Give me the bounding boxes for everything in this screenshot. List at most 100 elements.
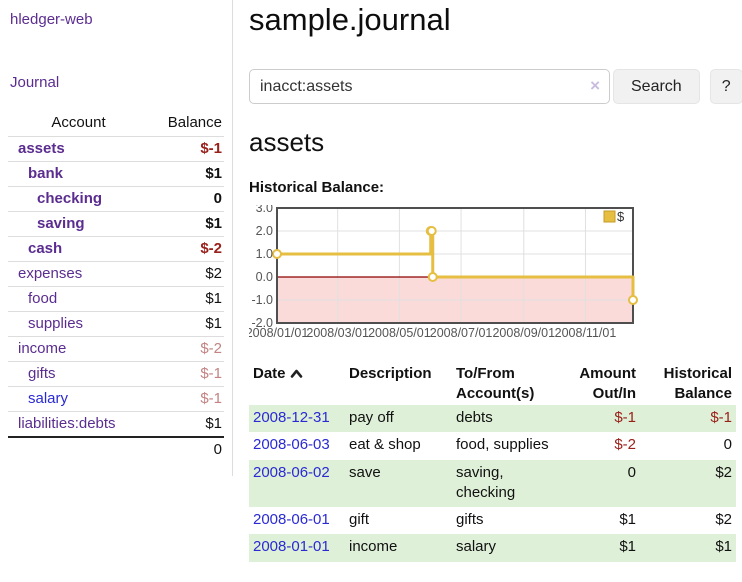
register-header-amount-out-in: Amount Out/In <box>579 365 636 402</box>
transaction-amount: $1 <box>619 511 636 528</box>
sidebar-account-link-cash[interactable]: cash <box>28 240 63 257</box>
account-row: liabilities:debts $1 <box>8 411 224 437</box>
transaction-balance: $-1 <box>710 409 732 426</box>
sidebar-account-link-saving[interactable]: saving <box>37 215 85 232</box>
legend-label: $ <box>617 209 625 224</box>
y-axis-tick-label: 0.0 <box>256 270 273 284</box>
sidebar-account-link-expenses[interactable]: expenses <box>18 265 83 282</box>
accounts-table: Account Balance assets $-1 bank $1 checking 0… <box>8 110 224 462</box>
x-axis-tick-label: 2008/01/01 <box>249 326 308 340</box>
transaction-date-link[interactable]: 2008-01-01 <box>253 538 330 556</box>
transaction-date-link[interactable]: 2008-12-31 <box>253 409 330 426</box>
account-balance: $2 <box>149 261 224 287</box>
register-row: 2008-06-02 save saving, checking 0 $2 <box>249 459 736 507</box>
transaction-balance: $1 <box>715 538 732 556</box>
account-balance: $1 <box>149 286 224 312</box>
accounts-header-balance: Balance <box>167 114 222 131</box>
transaction-balance: $2 <box>715 511 732 528</box>
sidebar-account-link-food[interactable]: food <box>28 290 58 307</box>
y-axis-tick-label: -2.0 <box>251 316 273 330</box>
account-row: gifts $-1 <box>8 361 224 387</box>
account-row: supplies $1 <box>8 311 224 337</box>
accounts-header-account: Account <box>51 114 106 131</box>
account-balance: $-2 <box>149 336 224 362</box>
search-input[interactable] <box>249 69 610 104</box>
clear-search-icon[interactable]: × <box>590 76 600 95</box>
x-axis-tick-label: 2008/07/01 <box>430 326 493 340</box>
x-axis-tick-label: 2008/05/01 <box>368 326 431 340</box>
historical-balance-chart: $3.0 2.0 1.0 0.0 -1.0 -2.02008/01/012008/03/0… <box>249 205 638 340</box>
sidebar-account-link-supplies[interactable]: supplies <box>28 315 84 332</box>
transaction-date-link[interactable]: 2008-06-03 <box>253 436 330 454</box>
register-row: 2008-12-31 pay off debts $-1 $-1 <box>249 405 736 433</box>
account-row: income $-2 <box>8 336 224 362</box>
search-button[interactable]: Search <box>613 69 700 104</box>
register-header-description: Description <box>349 365 432 382</box>
transaction-description: pay off <box>349 409 394 426</box>
register-header-date[interactable]: Date <box>249 362 345 405</box>
transaction-accounts: saving, checking <box>456 463 516 501</box>
register-table: Date Description To/From Account(s) Amount … <box>249 362 736 562</box>
help-button[interactable]: ? <box>709 69 742 104</box>
y-axis-tick-label: 3.0 <box>256 205 273 215</box>
transaction-accounts: gifts <box>456 511 484 528</box>
register-row: 2008-06-01 gift gifts $1 $2 <box>249 507 736 534</box>
register-header-row: Date Description To/From Account(s) Amount … <box>249 362 736 405</box>
y-axis-tick-label: -1.0 <box>251 293 273 307</box>
sidebar-account-link-gifts[interactable]: gifts <box>28 365 56 382</box>
account-row: salary $-1 <box>8 386 224 412</box>
account-heading: assets <box>249 127 325 157</box>
accounts-tbody: assets $-1 bank $1 checking 0 saving $1 cash $-2 e… <box>8 136 224 462</box>
transaction-amount: $1 <box>619 538 636 556</box>
sidebar-item-journal[interactable]: Journal <box>10 74 60 91</box>
chart-data-point <box>628 295 638 305</box>
account-balance: $1 <box>149 161 224 187</box>
sidebar-account-link-checking[interactable]: checking <box>37 190 103 207</box>
chart-border <box>276 207 634 324</box>
chart-data-point <box>427 272 438 282</box>
account-row: saving $1 <box>8 211 224 237</box>
app-root: hledger-web Journal Account Balance asse… <box>0 0 742 562</box>
transaction-balance: $2 <box>715 463 732 481</box>
account-row: assets $-1 <box>8 136 224 162</box>
y-axis-tick-label: 1.0 <box>256 247 273 261</box>
sidebar-account-link-liabilities-debts[interactable]: liabilities:debts <box>18 415 116 432</box>
sidebar-account-link-salary[interactable]: salary <box>28 390 69 407</box>
y-axis-tick-label: 2.0 <box>256 224 273 238</box>
transaction-date-link[interactable]: 2008-06-01 <box>253 511 330 528</box>
account-balance: 0 <box>149 186 224 212</box>
x-axis-tick-label: 2008/03/01 <box>306 326 369 340</box>
chart-data-point <box>426 226 437 236</box>
transaction-description: gift <box>349 511 370 528</box>
account-balance: $-1 <box>149 136 224 162</box>
register-row: 2008-01-01 income salary $1 $1 <box>249 534 736 562</box>
chart-title: Historical Balance: <box>249 179 385 196</box>
sidebar-account-link-income[interactable]: income <box>18 340 67 357</box>
chart-data-point <box>272 249 282 259</box>
search-bar: × Search ? <box>249 69 742 104</box>
transaction-balance: 0 <box>723 436 732 454</box>
account-row: bank $1 <box>8 161 224 187</box>
sidebar-account-link-bank[interactable]: bank <box>28 165 64 182</box>
register-tbody: 2008-12-31 pay off debts $-1 $-1 2008-06-03 ea… <box>249 405 736 562</box>
sidebar-account-link-assets[interactable]: assets <box>18 140 65 157</box>
register-header-historical-balance: Historical Balance <box>663 365 732 402</box>
transaction-description: income <box>349 538 398 556</box>
sort-asc-icon <box>290 369 302 378</box>
transaction-date-link[interactable]: 2008-06-02 <box>253 463 330 481</box>
legend-swatch <box>603 210 616 223</box>
account-balance: $1 <box>149 311 224 337</box>
transaction-description: eat & shop <box>349 436 421 454</box>
account-balance: $1 <box>149 211 224 237</box>
transaction-accounts: debts <box>456 409 493 426</box>
transaction-accounts: salary <box>456 538 497 556</box>
transaction-accounts: food, supplies <box>456 436 549 454</box>
transaction-description: save <box>349 463 381 481</box>
sidebar: hledger-web Journal Account Balance asse… <box>0 0 233 476</box>
main-content: sample.journal × Search ? assets Histori… <box>233 0 742 562</box>
account-balance: $1 <box>149 411 224 437</box>
register-row: 2008-06-03 eat & shop food, supplies $-2 0 <box>249 432 736 459</box>
accounts-header-row: Account Balance <box>8 110 224 137</box>
transaction-amount: $-1 <box>614 409 636 426</box>
app-title-link[interactable]: hledger-web <box>10 11 93 28</box>
